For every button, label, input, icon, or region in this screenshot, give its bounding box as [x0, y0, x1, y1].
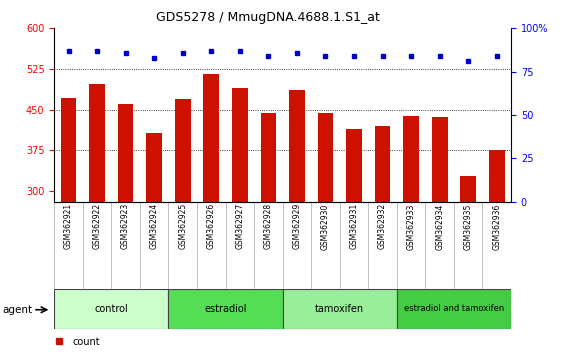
Text: tamoxifen: tamoxifen — [315, 304, 364, 314]
Bar — [89, 84, 105, 202]
Bar — [175, 99, 191, 202]
Bar — [168, 289, 283, 329]
Bar — [317, 113, 333, 202]
Bar — [460, 176, 476, 202]
Bar — [489, 150, 505, 202]
Bar — [397, 289, 511, 329]
Bar — [289, 90, 305, 202]
Bar — [203, 74, 219, 202]
Bar — [146, 133, 162, 202]
Bar — [283, 289, 397, 329]
Text: estradiol: estradiol — [204, 304, 247, 314]
Bar — [375, 126, 391, 202]
Text: estradiol and tamoxifen: estradiol and tamoxifen — [404, 304, 504, 313]
Bar — [54, 289, 168, 329]
Text: count: count — [73, 337, 100, 347]
Text: agent: agent — [3, 305, 33, 315]
Bar — [61, 98, 77, 202]
Bar — [232, 88, 248, 202]
Bar — [346, 129, 362, 202]
Text: control: control — [94, 304, 128, 314]
Bar — [260, 113, 276, 202]
Text: GDS5278 / MmugDNA.4688.1.S1_at: GDS5278 / MmugDNA.4688.1.S1_at — [156, 11, 380, 24]
Bar — [403, 116, 419, 202]
Bar — [118, 104, 134, 202]
Bar — [432, 117, 448, 202]
